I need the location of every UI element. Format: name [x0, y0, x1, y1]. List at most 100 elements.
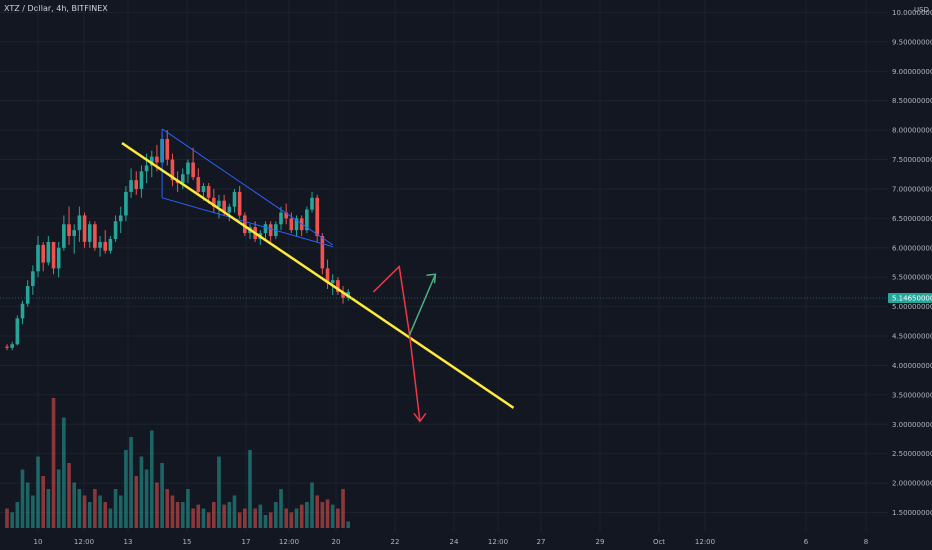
x-axis-tick-label: 15 [183, 538, 192, 546]
candle-body [165, 138, 170, 160]
candle-body [41, 244, 45, 263]
volume-bar [305, 502, 309, 528]
volume-bar [149, 430, 154, 528]
candle-body [139, 171, 144, 189]
x-axis-tick-label: 12:00 [279, 538, 299, 546]
volume-bar [103, 502, 108, 528]
volume-bar [118, 495, 123, 528]
candle-body [243, 215, 247, 234]
candle-body [15, 318, 20, 345]
candle-body [51, 241, 56, 269]
volume-bar [222, 504, 226, 528]
volume-bar [139, 456, 144, 528]
volume-bar [93, 489, 97, 528]
candle-body [294, 218, 299, 231]
volume-bar [20, 469, 25, 528]
y-axis-tick-label: 2.00000000 [892, 480, 932, 488]
volume-bar [134, 476, 139, 528]
volume-bar [10, 512, 14, 528]
x-axis-tick-label: 12:00 [488, 538, 508, 546]
volume-bar [274, 502, 278, 528]
volume-bar [77, 489, 82, 528]
volume-bar [212, 502, 216, 528]
volume-bar [51, 398, 56, 528]
y-axis-tick-label: 7.50000000 [892, 156, 932, 164]
support-trendline [121, 142, 515, 409]
volume-bar [87, 502, 92, 528]
volume-bar [175, 502, 180, 528]
y-axis-tick-label: 9.00000000 [892, 68, 932, 76]
y-axis-tick-label: 6.00000000 [892, 244, 932, 252]
bearish-projection-path [372, 265, 421, 422]
volume-bar [144, 469, 149, 528]
y-axis-tick-label: 5.00000000 [892, 303, 932, 311]
wedge-upper-line [161, 128, 333, 246]
candle-body [284, 212, 288, 219]
x-axis-tick-label: 29 [596, 538, 605, 546]
candle-body [191, 162, 195, 178]
candle-body [212, 197, 216, 207]
candle-body [196, 177, 201, 192]
volume-bar [113, 489, 118, 528]
volume-bar [98, 495, 102, 528]
candle-body [232, 191, 237, 207]
volume-bar [310, 482, 314, 528]
candle-body [20, 303, 25, 319]
candle-body [206, 186, 211, 198]
bullish-projection-path [408, 273, 437, 336]
candle-body [217, 200, 221, 207]
candle-body [325, 268, 330, 284]
volume-bar [41, 476, 45, 528]
volume-bar [263, 515, 268, 528]
y-axis-tick-label: 9.50000000 [892, 38, 932, 46]
candle-body [305, 209, 309, 231]
volume-bar [341, 489, 345, 528]
volume-bar [15, 502, 20, 528]
x-axis-tick-label: 24 [450, 538, 459, 546]
candle-body [186, 162, 190, 175]
chart-title: XTZ / Dollar, 4h, BITFINEX [4, 4, 108, 13]
volume-bar [336, 508, 340, 528]
candle-body [72, 230, 77, 237]
x-axis-tick-label: 6 [804, 538, 809, 546]
volume-bar [46, 489, 51, 528]
y-axis-tick-label: 5.50000000 [892, 274, 932, 282]
volume-bar [294, 508, 299, 528]
candle-body [289, 218, 294, 231]
x-axis-tick-label: 13 [124, 538, 133, 546]
candle-body [155, 156, 159, 163]
x-axis-tick-label: 12:00 [695, 538, 715, 546]
volume-bar [248, 450, 252, 528]
volume-bar [227, 502, 232, 528]
candle-body [263, 224, 268, 234]
volume-bar [62, 417, 66, 528]
candle-body [56, 247, 61, 269]
volume-bar [279, 489, 283, 528]
x-axis-tick-label: Oct [653, 538, 665, 546]
volume-bar [25, 482, 30, 528]
volume-bar [160, 463, 164, 528]
candle-body [320, 236, 325, 269]
volume-bar [253, 508, 257, 528]
candle-body [5, 346, 9, 348]
candle-body [134, 180, 139, 189]
volume-bar [232, 495, 237, 528]
volume-bar [72, 482, 77, 528]
volume-bar [129, 437, 133, 528]
candle-body [67, 224, 71, 237]
volume-bar [36, 456, 40, 528]
y-axis-tick-label: 10.00000000 [892, 9, 932, 17]
candle-body [222, 200, 226, 213]
volume-bar [330, 504, 335, 528]
candle-body [36, 244, 40, 272]
volume-bar [191, 508, 195, 528]
volume-bar [201, 508, 206, 528]
wedge-lower-line [161, 197, 333, 248]
y-axis-tick-label: 4.50000000 [892, 333, 932, 341]
volume-bar [299, 504, 304, 528]
volume-bar [67, 463, 71, 528]
candle-body [310, 197, 314, 210]
volume-bar [82, 495, 87, 528]
x-axis-tick-label: 17 [242, 538, 251, 546]
